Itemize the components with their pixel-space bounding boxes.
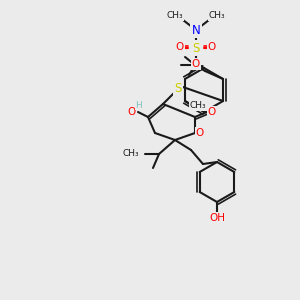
Text: S: S: [192, 41, 200, 55]
Text: CH₃: CH₃: [122, 148, 139, 158]
Text: O: O: [176, 42, 184, 52]
Text: CH₃: CH₃: [209, 11, 225, 20]
Text: O: O: [127, 107, 135, 117]
Text: O: O: [196, 128, 204, 138]
Text: O: O: [208, 107, 216, 117]
Text: O: O: [208, 42, 216, 52]
Text: S: S: [174, 82, 182, 94]
Text: CH₃: CH₃: [190, 101, 206, 110]
Text: H: H: [135, 101, 142, 110]
Text: CH₃: CH₃: [167, 11, 183, 20]
Text: OH: OH: [209, 213, 225, 223]
Text: N: N: [192, 23, 200, 37]
Text: O: O: [192, 59, 200, 69]
